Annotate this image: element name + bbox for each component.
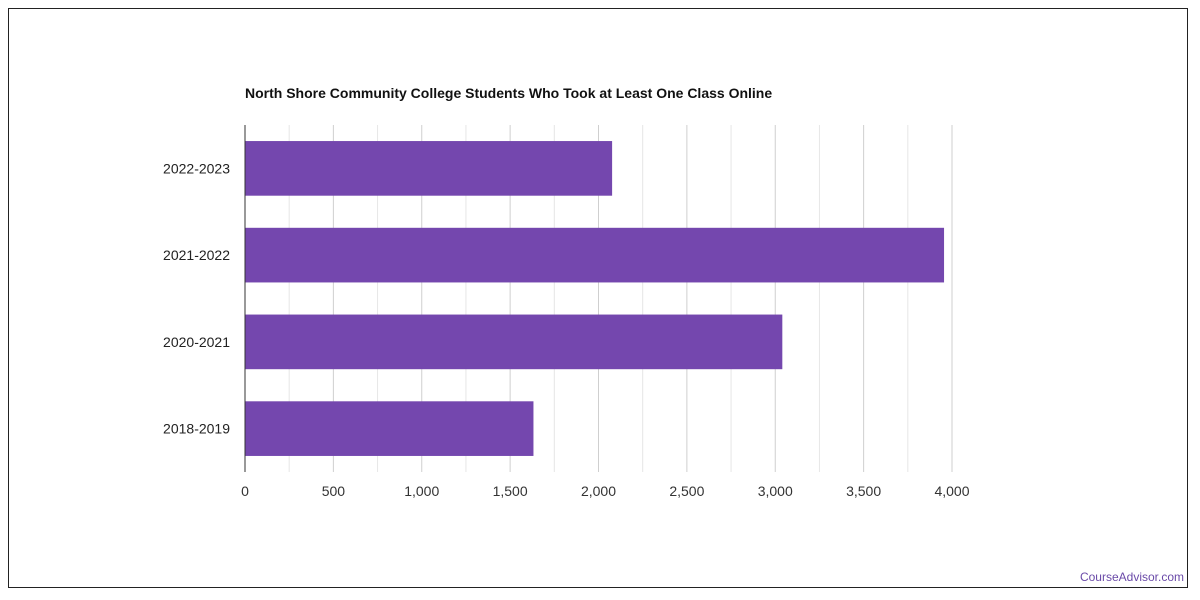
chart-frame [8,8,1188,588]
bars [245,141,945,456]
bar-2018-2019[interactable] [245,401,534,456]
x-tick-label: 2,500 [669,483,704,499]
x-tick-label: 500 [322,483,346,499]
category-label: 2020-2021 [163,334,230,350]
bar-2022-2023[interactable] [245,141,613,196]
x-axis-tick-labels: 0 500 1,000 1,500 2,000 2,500 3,000 3,500 4,000 [241,483,970,499]
category-label: 2018-2019 [163,421,230,437]
bar-2020-2021[interactable] [245,314,783,370]
x-tick-label: 4,000 [934,483,969,499]
x-tick-label: 1,500 [493,483,528,499]
x-tick-label: 1,000 [404,483,439,499]
y-axis-category-labels: 2022-2023 2021-2022 2020-2021 2018-2019 [163,160,230,436]
chart-title: North Shore Community College Students W… [245,85,773,101]
watermark-link[interactable]: CourseAdvisor.com [1079,570,1184,584]
bar-2021-2022[interactable] [245,227,945,283]
category-label: 2022-2023 [163,160,230,176]
x-tick-label: 0 [241,483,249,499]
category-label: 2021-2022 [163,247,230,263]
x-tick-label: 3,500 [846,483,881,499]
x-tick-label: 3,000 [758,483,793,499]
x-tick-label: 2,000 [581,483,616,499]
